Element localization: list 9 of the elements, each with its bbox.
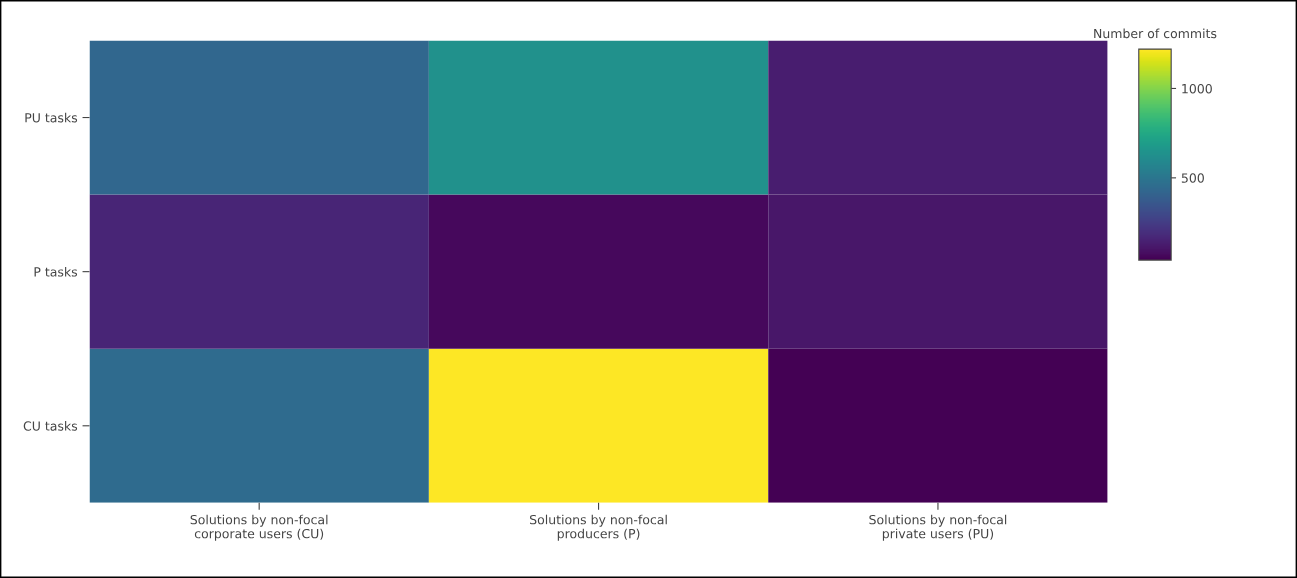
y-tick-label: PU tasks: [25, 112, 78, 123]
color-bar-title: Number of commits: [1094, 28, 1217, 39]
x-tick-label: Solutions by non-focal private users (PU): [869, 514, 1007, 541]
color-bar-label: 1000: [1182, 83, 1212, 94]
y-tick-label: CU tasks: [23, 421, 78, 431]
y-tick-label: P tasks: [34, 266, 78, 277]
x-tick-label: Solutions by non-focal corporate users (CU): [190, 514, 328, 541]
x-tick-label: Solutions by non-focal producers (P): [530, 514, 667, 541]
color-bar-label: 500: [1181, 173, 1204, 183]
